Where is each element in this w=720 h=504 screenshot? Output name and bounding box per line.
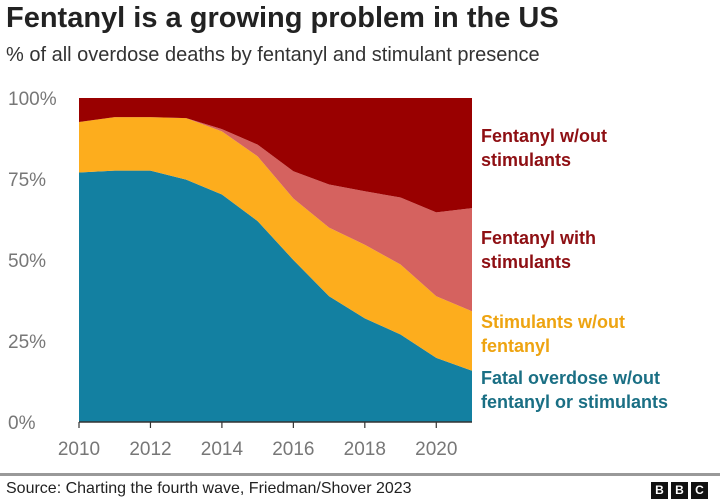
logo-letter: C bbox=[691, 482, 708, 499]
x-tick-label: 2014 bbox=[201, 439, 244, 460]
footer-divider bbox=[0, 473, 720, 476]
x-tick-label: 2016 bbox=[272, 439, 314, 460]
area-fentanyl-w-out-stimulants bbox=[79, 98, 472, 213]
y-tick-label: 50% bbox=[8, 251, 46, 272]
series-label: Fentanyl with stimulants bbox=[481, 228, 596, 272]
series-label: Fatal overdose w/out fentanyl or stimulan… bbox=[481, 368, 668, 412]
source-note: Source: Charting the fourth wave, Friedm… bbox=[6, 480, 412, 497]
stacked-area-chart: 0% 25% 50% 75% 100% 2010 2012 2014 2016 2018 2020… bbox=[8, 89, 668, 460]
area-stimulants-w-out-fentanyl bbox=[79, 117, 472, 371]
x-tick-label: 2010 bbox=[58, 439, 100, 460]
x-tick-label: 2012 bbox=[129, 439, 171, 460]
x-tick-label: 2018 bbox=[344, 439, 386, 460]
area-fentanyl-with-stimulants bbox=[79, 117, 472, 312]
logo-letter: B bbox=[671, 482, 688, 499]
x-tick-label: 2020 bbox=[415, 439, 457, 460]
chart-subtitle: % of all overdose deaths by fentanyl and… bbox=[6, 44, 540, 66]
chart-title: Fentanyl is a growing problem in the US bbox=[6, 2, 559, 34]
bbc-logo: B B C bbox=[651, 482, 708, 499]
y-tick-label: 75% bbox=[8, 170, 46, 191]
series-labels: Fatal overdose w/out fentanyl or stimulan… bbox=[481, 126, 668, 412]
y-tick-label: 100% bbox=[8, 89, 57, 110]
logo-letter: B bbox=[651, 482, 668, 499]
area-fatal-overdose-w-out-fentanyl-or-stimulants bbox=[79, 170, 472, 422]
x-axis: 2010 2012 2014 2016 2018 2020 bbox=[58, 422, 457, 460]
areas-group bbox=[79, 98, 472, 422]
y-axis: 0% 25% 50% 75% 100% bbox=[8, 89, 472, 434]
series-label: Stimulants w/out fentanyl bbox=[481, 312, 625, 356]
series-label: Fentanyl w/out stimulants bbox=[481, 126, 607, 170]
y-tick-label: 25% bbox=[8, 332, 46, 353]
y-tick-label: 0% bbox=[8, 413, 36, 434]
